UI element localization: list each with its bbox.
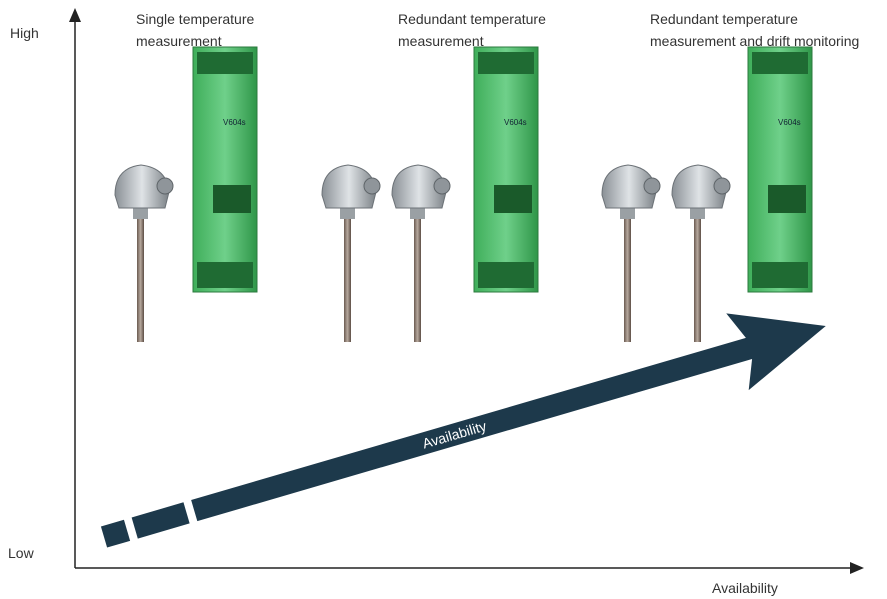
sensor-rod (624, 215, 631, 342)
arrow-body (191, 313, 826, 522)
column-title: Redundant temperature (398, 11, 546, 27)
sensor-gland (363, 177, 381, 195)
module-terminals-top (197, 52, 253, 74)
trend-arrow: Availability (100, 313, 826, 548)
module-connector (213, 185, 251, 213)
sensor-gland (643, 177, 661, 195)
module-body (473, 46, 539, 293)
sensor-rod (414, 215, 421, 342)
arrow-label: Availability (420, 418, 488, 452)
column-title: Single temperature (136, 11, 255, 27)
module-model: V604s (223, 118, 246, 127)
sensor-rod (344, 215, 351, 342)
module-body (192, 46, 258, 293)
module-terminals-bottom (197, 262, 253, 288)
module-terminals-top (752, 52, 808, 74)
module-terminals-bottom (752, 262, 808, 288)
y-axis-arrowhead (69, 8, 81, 22)
sensor-gland (713, 177, 731, 195)
module-connector (494, 185, 532, 213)
devices: V604s V604s V604s (114, 46, 813, 342)
y-low-label: Low (8, 545, 35, 561)
sensor-rod (694, 215, 701, 342)
module-terminals-top (478, 52, 534, 74)
sensor-rod (137, 215, 144, 342)
module-connector (768, 185, 806, 213)
column-titles: Single temperature measurement Redundant t… (136, 11, 859, 49)
module-body (747, 46, 813, 293)
module-model: V604s (778, 118, 801, 127)
column-title: measurement (136, 33, 222, 49)
column-title: Redundant temperature (650, 11, 798, 27)
sensor-gland (156, 177, 174, 195)
module-terminals-bottom (478, 262, 534, 288)
y-high-label: High (10, 25, 39, 41)
column-title: measurement (398, 33, 484, 49)
column-title: measurement and drift monitoring (650, 33, 859, 49)
arrow-dash (131, 502, 190, 539)
sensor-gland (433, 177, 451, 195)
arrow-dash (100, 519, 131, 548)
module-model: V604s (504, 118, 527, 127)
x-axis-arrowhead (850, 562, 864, 574)
x-axis-label: Availability (712, 580, 778, 596)
